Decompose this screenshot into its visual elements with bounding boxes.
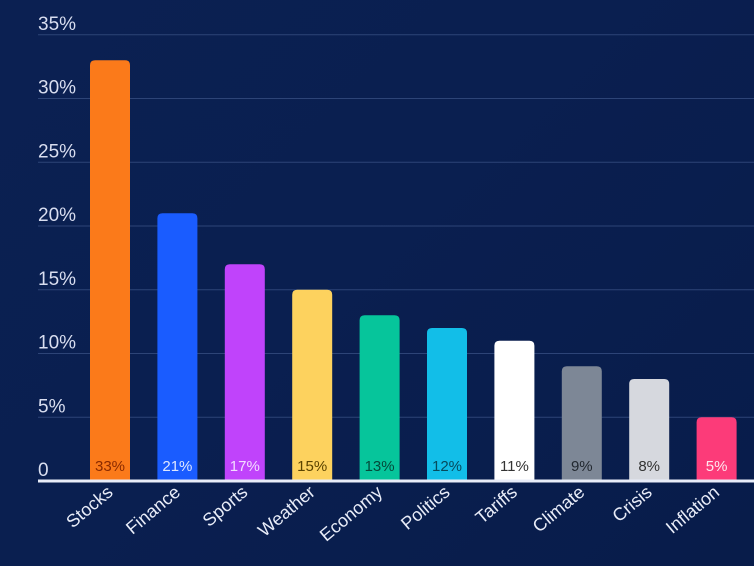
bar-weather: [292, 289, 333, 481]
category-label: Economy: [316, 482, 386, 546]
category-label: Weather: [254, 482, 319, 541]
bar-inflation: [696, 417, 737, 481]
grid-lines: [38, 34, 754, 418]
category-label: Sports: [199, 482, 252, 531]
data-label: 13%: [365, 458, 395, 475]
y-tick-label: 20%: [38, 205, 76, 226]
data-label: 21%: [162, 458, 192, 475]
data-label: 33%: [95, 458, 125, 475]
category-label: Tariffs: [472, 482, 521, 528]
data-label: 9%: [571, 458, 593, 475]
bar-climate: [561, 366, 602, 481]
y-tick-label: 0: [38, 460, 49, 481]
bar-tariffs: [494, 340, 535, 481]
y-axis-ticks: 0 5% 10% 15% 20% 25% 30% 35%: [38, 14, 76, 481]
category-label: Climate: [529, 482, 589, 537]
y-tick-label: 5%: [38, 396, 66, 417]
bars: [90, 60, 737, 481]
bar-sports: [224, 264, 265, 481]
y-tick-label: 25%: [38, 141, 76, 162]
y-tick-label: 15%: [38, 269, 76, 290]
y-tick-label: 10%: [38, 333, 76, 354]
data-label: 12%: [432, 458, 462, 475]
bar-finance: [157, 213, 198, 481]
data-label: 5%: [706, 458, 728, 475]
category-label: Inflation: [662, 482, 723, 538]
bar-crisis: [629, 379, 670, 481]
category-label: Crisis: [608, 482, 655, 526]
category-label: Finance: [122, 482, 184, 538]
y-tick-label: 30%: [38, 78, 76, 99]
data-label: 8%: [638, 458, 660, 475]
data-label: 15%: [297, 458, 327, 475]
data-label: 17%: [230, 458, 260, 475]
bar-politics: [427, 328, 467, 481]
category-label: Stocks: [62, 482, 116, 532]
data-label: 11%: [500, 458, 529, 475]
category-label: Politics: [397, 482, 454, 534]
data-labels: 33% 21% 17% 15% 13% 12% 11% 9% 8% 5%: [95, 458, 727, 475]
bar-stocks: [90, 60, 130, 481]
bar-economy: [359, 315, 400, 481]
y-tick-label: 35%: [38, 14, 76, 35]
